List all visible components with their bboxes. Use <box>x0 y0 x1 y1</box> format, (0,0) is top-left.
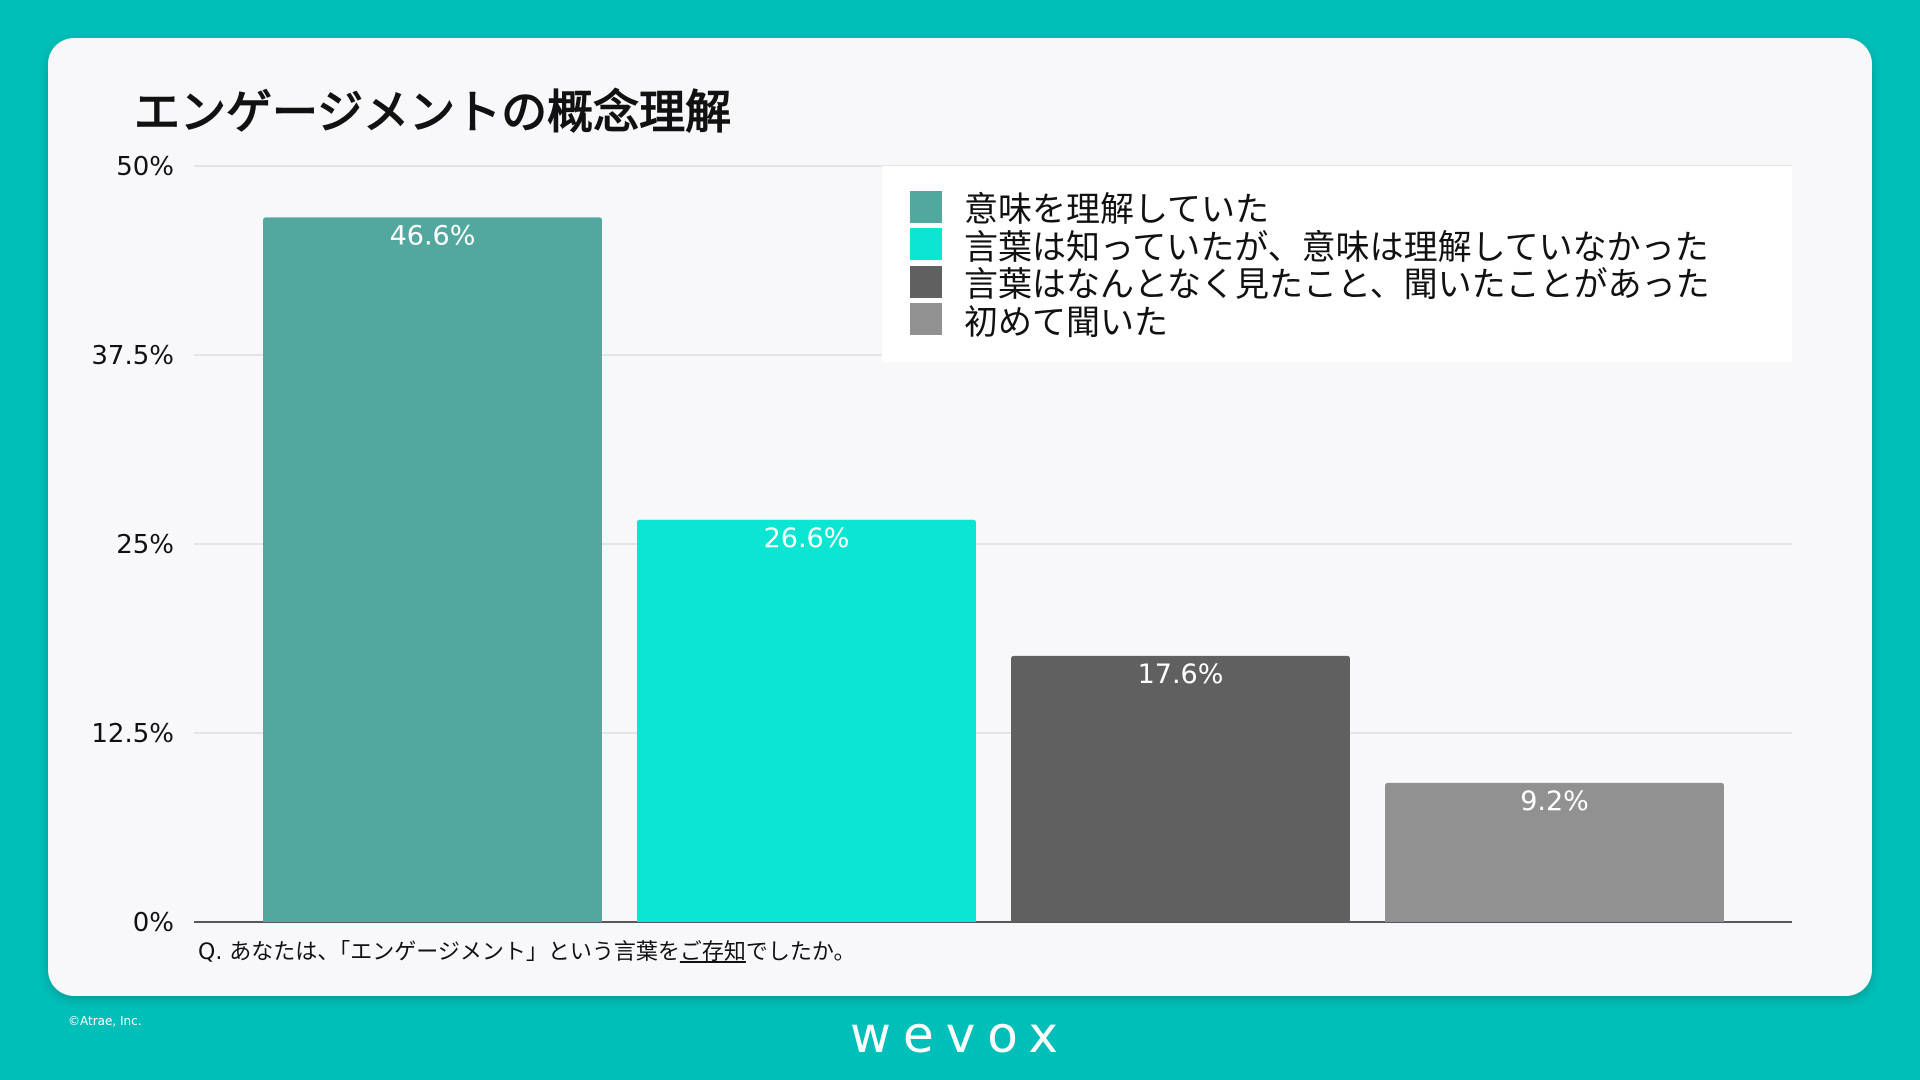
survey-question: Q. あなたは、「エンゲージメント」という言葉をご存知でしたか。 <box>198 934 855 966</box>
chart-title: エンゲージメントの概念理解 <box>134 85 732 139</box>
bar-chart: 0% 12.5% 25% 37.5% 50% 46.6% 26.6% 17.6% 9.2% <box>91 152 1792 938</box>
legend-item: 言葉はなんとなく見たこと、聞いたことがあった <box>910 263 1792 305</box>
y-tick-label: 25% <box>116 530 174 560</box>
legend-swatch <box>910 303 942 336</box>
y-tick-label: 50% <box>116 152 174 182</box>
legend-label: 言葉はなんとなく見たこと、聞いたことがあった <box>964 265 1710 306</box>
bar-data-label: 26.6% <box>764 523 850 554</box>
legend-item: 言葉は知っていたが、意味は理解していなかった <box>910 226 1792 268</box>
chart-card: エンゲージメントの概念理解 0% 12.5% 25% 37.5% 50% 46.6% 26.… <box>48 38 1872 996</box>
bar <box>1011 655 1350 922</box>
bar-data-label: 9.2% <box>1520 786 1589 817</box>
legend-label: 言葉は知っていたが、意味は理解していなかった <box>964 227 1709 268</box>
legend: 意味を理解していた 言葉は知っていたが、意味は理解していなかった 言葉はなんとな… <box>882 166 1792 362</box>
copyright: ©Atrae, Inc. <box>68 1014 142 1028</box>
y-tick-label: 0% <box>133 908 174 938</box>
y-tick-label: 12.5% <box>91 719 174 749</box>
question-text: Q. あなたは、「エンゲージメント」という言葉を <box>198 940 680 965</box>
y-tick-label: 37.5% <box>91 341 174 371</box>
question-underlined-text: ご存知 <box>679 940 746 965</box>
legend-swatch <box>910 228 942 261</box>
legend-swatch <box>910 265 942 298</box>
legend-item: 初めて聞いた <box>910 301 1792 343</box>
bar-data-label: 46.6% <box>390 220 476 251</box>
question-text-end: でしたか。 <box>745 940 856 965</box>
legend-label: 意味を理解していた <box>964 190 1269 231</box>
legend-swatch <box>910 190 942 223</box>
bar <box>263 217 602 922</box>
wevox-logo: wevox <box>850 1006 1070 1064</box>
bar <box>1385 782 1724 922</box>
legend-item: 意味を理解していた <box>910 188 1792 230</box>
bar <box>637 519 976 922</box>
legend-label: 初めて聞いた <box>964 302 1168 343</box>
wevox-logo-text: wevox <box>850 1006 1070 1064</box>
bar-data-label: 17.6% <box>1138 659 1224 690</box>
